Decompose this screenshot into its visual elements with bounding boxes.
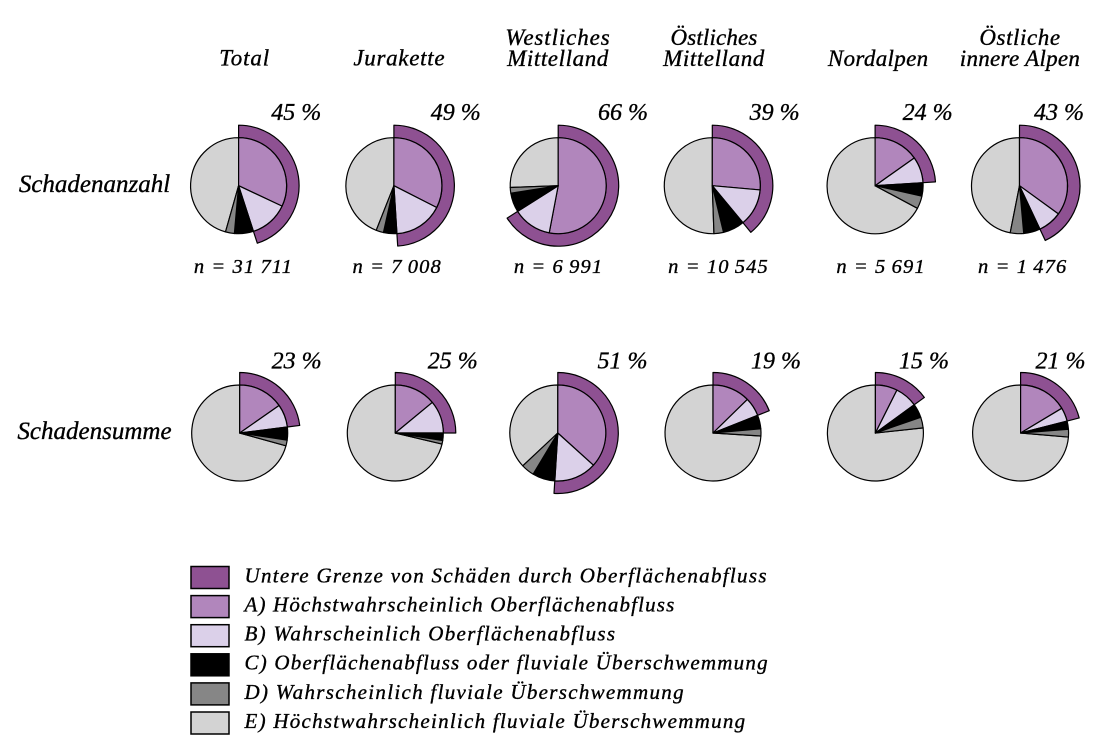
svg-text:15 %: 15 % <box>899 349 949 375</box>
svg-text:Schadensumme: Schadensumme <box>17 418 171 445</box>
svg-text:n = 6 991: n = 6 991 <box>514 256 603 278</box>
svg-text:innere Alpen: innere Alpen <box>960 46 1081 71</box>
svg-text:n = 10 545: n = 10 545 <box>668 256 769 278</box>
svg-text:25 %: 25 % <box>428 349 478 375</box>
svg-text:Jurakette: Jurakette <box>353 45 445 70</box>
svg-text:23 %: 23 % <box>272 349 322 375</box>
svg-text:Nordalpen: Nordalpen <box>827 46 929 71</box>
svg-text:66 %: 66 % <box>598 100 648 126</box>
svg-text:Schadenanzahl: Schadenanzahl <box>19 171 170 198</box>
svg-text:Mittelland: Mittelland <box>506 46 609 71</box>
svg-text:C) Oberflächenabfluss oder flu: C) Oberflächenabfluss oder fluviale Über… <box>245 651 769 675</box>
svg-text:45 %: 45 % <box>271 100 321 126</box>
svg-text:n = 31 711: n = 31 711 <box>194 256 293 278</box>
svg-text:E) Höchstwahrscheinlich fluvia: E) Höchstwahrscheinlich fluviale Übersch… <box>244 709 747 733</box>
svg-text:21 %: 21 % <box>1036 349 1086 375</box>
svg-text:n = 5 691: n = 5 691 <box>836 256 925 278</box>
svg-text:51 %: 51 % <box>598 349 648 375</box>
svg-text:49 %: 49 % <box>431 100 481 126</box>
svg-text:39 %: 39 % <box>749 100 800 126</box>
svg-text:Östliches: Östliches <box>671 25 758 50</box>
svg-text:n = 7 008: n = 7 008 <box>353 256 442 278</box>
svg-text:Total: Total <box>219 45 270 70</box>
svg-text:43 %: 43 % <box>1034 100 1084 126</box>
svg-text:Westliches: Westliches <box>505 25 610 50</box>
svg-text:Östliche: Östliche <box>979 25 1060 50</box>
svg-text:n = 1 476: n = 1 476 <box>978 256 1067 278</box>
svg-text:B) Wahrscheinlich Oberflächena: B) Wahrscheinlich Oberflächenabfluss <box>245 622 617 646</box>
svg-text:19 %: 19 % <box>751 349 801 375</box>
svg-text:24 %: 24 % <box>903 100 953 126</box>
svg-text:A) Höchstwahrscheinlich Oberfl: A) Höchstwahrscheinlich Oberflächenabflu… <box>243 593 676 617</box>
svg-text:Untere Grenze von Schäden durc: Untere Grenze von Schäden durch Oberfläc… <box>245 563 768 587</box>
svg-text:Mittelland: Mittelland <box>662 46 765 71</box>
svg-text:D) Wahrscheinlich fluviale Übe: D) Wahrscheinlich fluviale Überschwemmun… <box>244 680 685 704</box>
